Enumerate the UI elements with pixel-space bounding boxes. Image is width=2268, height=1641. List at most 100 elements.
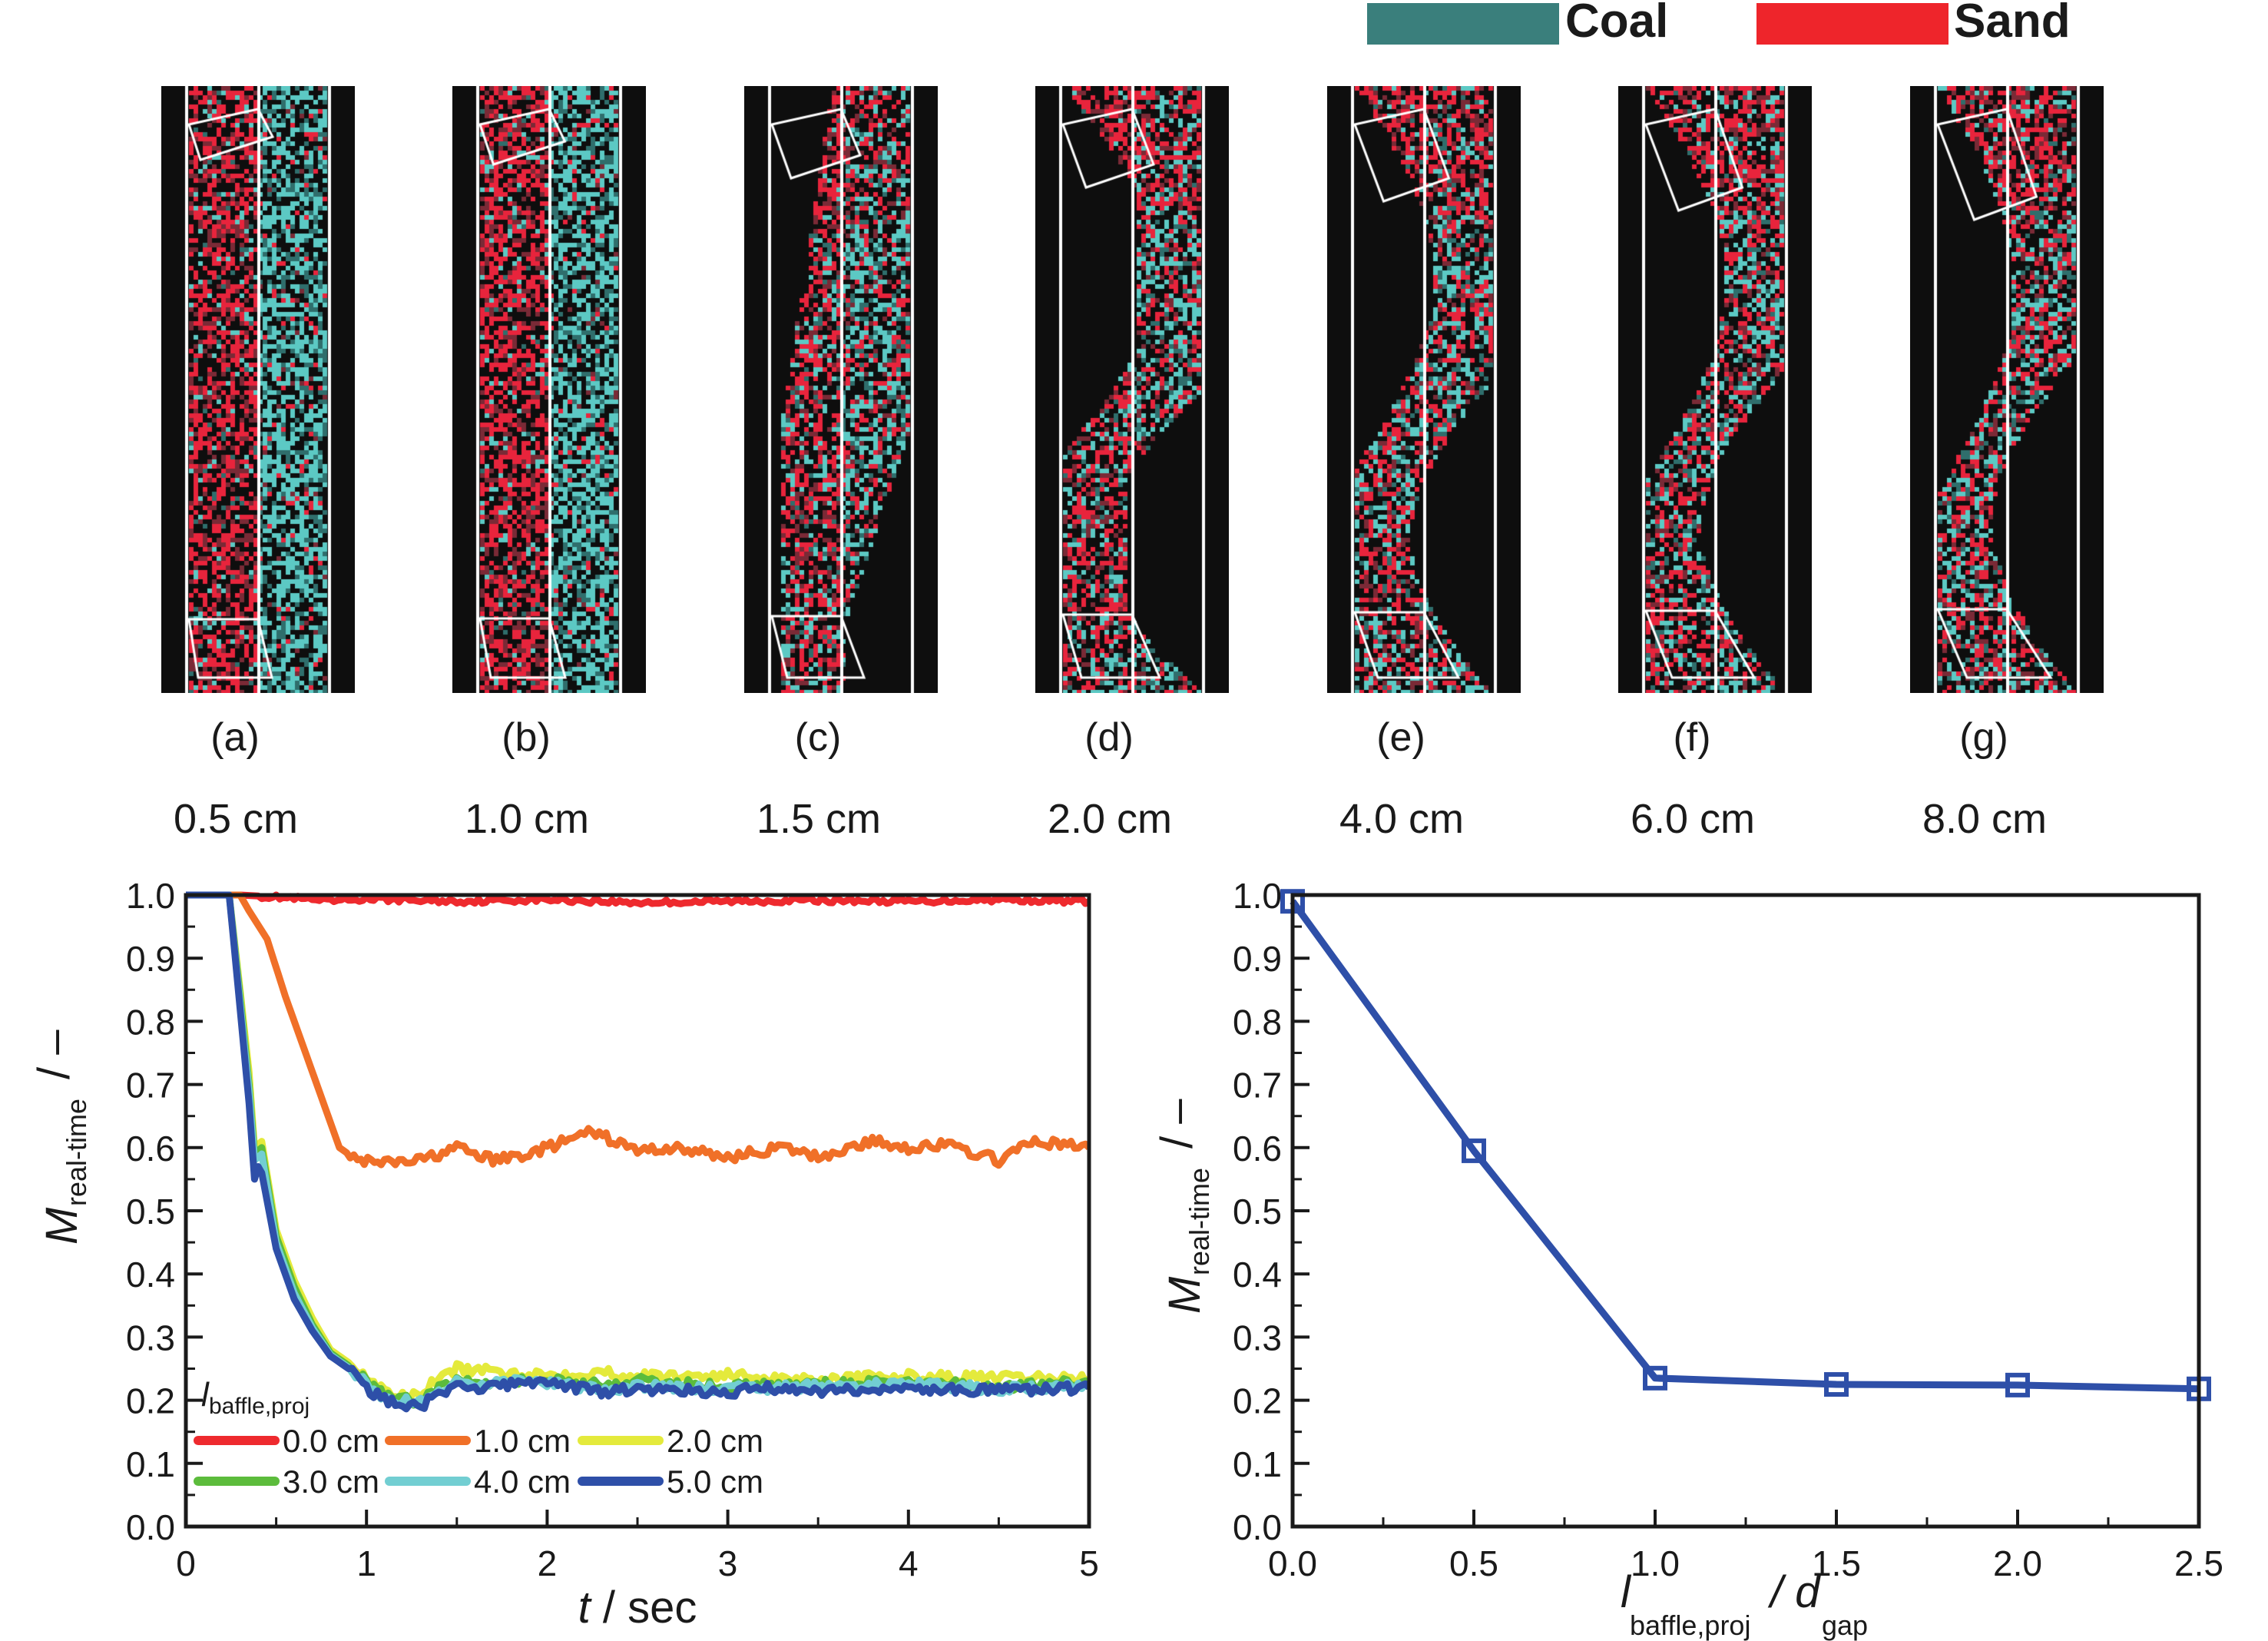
y-tick-label: 0.6	[126, 1129, 175, 1169]
right-x-label-sub1: baffle,proj	[1630, 1610, 1750, 1641]
left-series-group	[186, 891, 1089, 1413]
mixing-index-vs-time-chart: 0.00.10.20.30.40.50.60.70.80.91.00 1 2 3 4 5 …	[29, 876, 1099, 1633]
panel-label-e: (e)	[1376, 715, 1425, 760]
data-point-marker	[2187, 1376, 2211, 1401]
x-tick-label: 5	[1079, 1543, 1099, 1583]
y-tick-label: 0.4	[126, 1255, 175, 1295]
left-y-label-unit: / –	[29, 1029, 79, 1079]
y-tick-label: 0.2	[126, 1381, 175, 1421]
y-tick-label: 0.7	[126, 1066, 175, 1106]
y-tick-label: 0.5	[126, 1192, 175, 1232]
y-tick-label: 0.5	[1233, 1192, 1282, 1232]
x-tick-label: 2.0	[1993, 1543, 2042, 1583]
y-tick-label: 0.9	[1233, 939, 1282, 979]
legend-label: 4.0 cm	[474, 1464, 571, 1500]
x-tick-label: 4	[899, 1543, 919, 1583]
right-y-label-sub: real-time	[1184, 1168, 1215, 1275]
right-series-group	[1280, 889, 2211, 1401]
legend-swatch-sand	[1756, 3, 1948, 45]
y-tick-label: 0.7	[1233, 1066, 1282, 1106]
panel-baffle-length-e: 4.0 cm	[1339, 796, 1465, 842]
y-tick-label: 1.0	[126, 876, 175, 916]
left-x-label-unit: / sec	[591, 1583, 697, 1633]
panel-label-g: (g)	[1959, 715, 2008, 760]
simulation-panel-b	[452, 86, 646, 693]
simulation-panel-a	[161, 86, 355, 693]
y-tick-label: 0.1	[126, 1444, 175, 1484]
left-y-label-sub: real-time	[61, 1099, 92, 1206]
panel-label-b: (b)	[502, 715, 551, 760]
right-x-label-l: l	[1621, 1567, 1632, 1617]
right-x-label-sub2: gap	[1822, 1610, 1868, 1641]
legend-label: 3.0 cm	[283, 1464, 379, 1500]
data-point-marker	[1462, 1138, 1486, 1163]
left-x-label-var: t	[578, 1583, 593, 1633]
data-point-marker	[1824, 1372, 1849, 1397]
panel-baffle-length-d: 2.0 cm	[1047, 796, 1173, 842]
legend-title-main: l	[201, 1376, 210, 1414]
legend-label: 2.0 cm	[667, 1423, 763, 1459]
x-tick-label: 0.0	[1268, 1543, 1317, 1583]
legend-label: 0.0 cm	[283, 1423, 379, 1459]
y-tick-label: 0.2	[1233, 1381, 1282, 1421]
right-y-axis-label: M real-time / –	[1152, 1099, 1215, 1314]
legend-label: 5.0 cm	[667, 1464, 763, 1500]
y-tick-label: 0.3	[126, 1318, 175, 1358]
data-point-marker	[1643, 1365, 1667, 1391]
simulation-panel-d	[1035, 86, 1229, 693]
panel-label-f: (f)	[1673, 715, 1711, 760]
x-tick-label: 2	[538, 1543, 558, 1583]
panel-baffle-length-c: 1.5 cm	[756, 796, 882, 842]
right-x-label-d: / d	[1767, 1567, 1821, 1617]
right-plot-frame	[1290, 893, 2201, 1529]
x-tick-label: 1.5	[1812, 1543, 1861, 1583]
y-tick-label: 0.1	[1233, 1444, 1282, 1484]
x-tick-label: 1	[356, 1543, 376, 1583]
panel-baffle-length-f: 6.0 cm	[1630, 796, 1756, 842]
panel-baffle-length-a: 0.5 cm	[173, 796, 299, 842]
right-y-label-unit: / –	[1152, 1099, 1202, 1149]
left-y-axis-label: M real-time / –	[29, 1029, 92, 1245]
legend-title-sub: baffle,proj	[209, 1394, 310, 1419]
x-tick-label: 2.5	[2174, 1543, 2223, 1583]
x-tick-label: 1.0	[1631, 1543, 1680, 1583]
panel-label-c: (c)	[794, 715, 842, 760]
right-x-axis-label: l baffle,proj / d gap	[1621, 1567, 1868, 1641]
y-tick-label: 0.6	[1233, 1129, 1282, 1169]
simulation-panel-e	[1327, 86, 1521, 693]
legend-label-coal: Coal	[1565, 0, 1669, 48]
legend-label: 1.0 cm	[474, 1423, 571, 1459]
data-point-marker	[1280, 889, 1305, 914]
series-line-1-0-cm	[186, 891, 1089, 1169]
y-tick-label: 0.0	[1233, 1507, 1282, 1547]
legend-swatch-coal	[1367, 3, 1559, 45]
y-tick-label: 0.8	[1233, 1002, 1282, 1042]
panel-label-a: (a)	[210, 715, 260, 760]
right-y-label-main: M	[1160, 1276, 1210, 1314]
simulation-panel-c	[744, 86, 938, 693]
left-chart-legend: l baffle,proj 0.0 cm 1.0 cm 2.0 cm 3.0 cm 4.…	[194, 1376, 763, 1500]
series-line-0-0-cm	[186, 891, 1089, 908]
y-tick-label: 0.8	[126, 1002, 175, 1042]
x-tick-label: 0.5	[1449, 1543, 1498, 1583]
y-tick-label: 0.3	[1233, 1318, 1282, 1358]
x-tick-label: 0	[176, 1543, 196, 1583]
left-x-axis-label: t / sec	[578, 1583, 697, 1633]
simulation-panel-f	[1618, 86, 1812, 693]
left-axis-ticks: 0.0 0.1 0.2 0.3 0.4 0.5 0.6 0.7 0.8 0.9 1.0 0 1 2 3 4 5	[126, 876, 1099, 1583]
series-line-5-0-cm	[186, 891, 1089, 1413]
panel-baffle-length-g: 8.0 cm	[1922, 796, 2048, 842]
y-tick-label: 0.4	[1233, 1255, 1282, 1295]
y-tick-label: 1.0	[1233, 876, 1282, 916]
data-point-marker	[2005, 1372, 2030, 1397]
left-y-label-main: M	[37, 1207, 87, 1245]
series-line-mixing-index	[1290, 899, 2200, 1393]
y-tick-label: 0.9	[126, 939, 175, 979]
panel-label-d: (d)	[1084, 715, 1134, 760]
legend-label-sand: Sand	[1954, 0, 2071, 48]
right-axis-ticks: 0.0 0.1 0.2 0.3 0.4 0.5 0.6 0.7 0.8 0.9 1.0 0.0 0.5 1…	[1233, 876, 2223, 1583]
x-tick-label: 3	[718, 1543, 738, 1583]
simulation-panel-g	[1910, 86, 2104, 693]
panel-baffle-length-b: 1.0 cm	[464, 796, 590, 842]
y-tick-label: 0.0	[126, 1507, 175, 1547]
